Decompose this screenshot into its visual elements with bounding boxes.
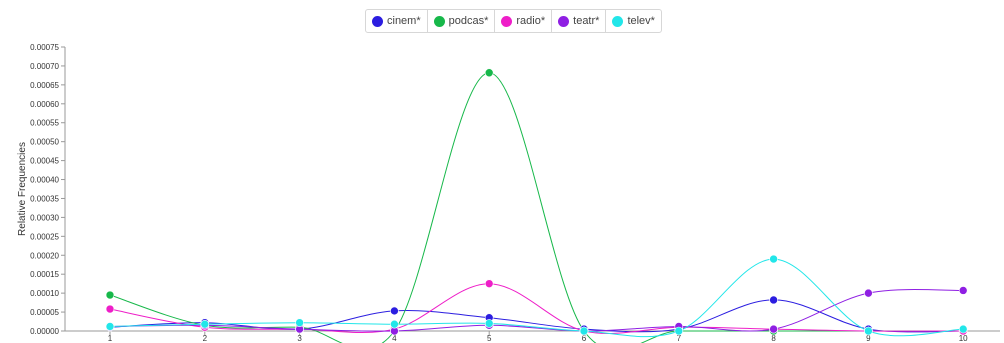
legend-label-teatr: teatr* <box>573 15 600 27</box>
y-axis-label: Relative Frequencies <box>17 142 28 236</box>
y-tick-label: 0.00015 <box>30 270 59 279</box>
y-tick-label: 0.00005 <box>30 308 59 317</box>
x-tick-label: 8 <box>771 334 776 343</box>
data-point-podcas[interactable] <box>105 290 115 300</box>
x-tick-label: 10 <box>959 334 968 343</box>
data-point-telev[interactable] <box>200 319 210 329</box>
data-point-telev[interactable] <box>390 319 399 329</box>
y-tick-label: 0.00070 <box>30 62 59 71</box>
data-point-teatr[interactable] <box>864 288 873 298</box>
data-point-telev[interactable] <box>864 326 873 336</box>
legend-label-podcas: podcas* <box>448 15 489 27</box>
legend-swatch-cinem <box>372 15 383 27</box>
x-tick-label: 3 <box>297 334 302 343</box>
data-point-telev[interactable] <box>105 322 115 331</box>
x-tick-label: 7 <box>677 334 682 343</box>
data-point-teatr[interactable] <box>958 286 968 295</box>
legend-swatch-podcas <box>433 15 445 27</box>
data-point-radio[interactable] <box>484 279 494 288</box>
y-tick-label: 0.00045 <box>30 157 59 166</box>
legend-item-telev[interactable]: telev* <box>606 10 661 32</box>
data-point-telev[interactable] <box>484 319 494 328</box>
y-tick-label: 0.00050 <box>30 138 59 147</box>
x-tick-label: 6 <box>582 334 587 343</box>
data-point-cinem[interactable] <box>390 306 399 316</box>
y-tick-label: 0.00000 <box>30 327 59 336</box>
y-tick-label: 0.00075 <box>30 43 59 52</box>
series-line-podcas <box>109 72 964 343</box>
y-tick-label: 0.00060 <box>30 100 59 109</box>
y-tick-label: 0.00055 <box>30 119 59 128</box>
legend-label-telev: telev* <box>627 15 655 27</box>
legend-item-podcas[interactable]: podcas* <box>428 10 496 32</box>
legend-label-radio: radio* <box>516 15 546 27</box>
y-tick-label: 0.00040 <box>30 176 59 185</box>
legend-item-radio[interactable]: radio* <box>495 10 553 32</box>
points-layer <box>105 68 968 336</box>
data-point-cinem[interactable] <box>769 295 778 305</box>
legend-swatch-telev <box>612 15 624 27</box>
y-tick-label: 0.00035 <box>30 194 59 203</box>
data-point-telev[interactable] <box>579 326 589 336</box>
legend-label-cinem: cinem* <box>387 15 421 27</box>
y-tick-label: 0.00010 <box>30 289 59 298</box>
series-line-teatr <box>109 289 964 332</box>
legend-swatch-radio <box>501 15 513 27</box>
data-point-telev[interactable] <box>958 324 968 334</box>
y-tick-label: 0.00025 <box>30 232 59 241</box>
chart-axes: 0.00000 0.00005 0.00010 0.00015 0.00020 0.000… <box>30 43 1000 343</box>
x-tick-label: 1 <box>108 334 113 343</box>
series-layer <box>109 72 964 343</box>
x-tick-label: 5 <box>487 334 492 343</box>
data-point-telev[interactable] <box>674 326 684 336</box>
x-tick-label: 4 <box>392 334 397 343</box>
data-point-telev[interactable] <box>295 318 304 327</box>
legend-swatch-teatr <box>558 15 570 27</box>
data-point-teatr[interactable] <box>769 324 778 334</box>
chart-legend: cinem* podcas* radio* teatr* telev* <box>365 9 662 33</box>
series-line-radio <box>109 283 964 334</box>
series-line-telev <box>109 258 964 338</box>
y-tick-label: 0.00065 <box>30 81 59 90</box>
x-tick-label: 9 <box>866 334 871 343</box>
data-point-podcas[interactable] <box>484 68 494 78</box>
legend-item-cinem[interactable]: cinem* <box>366 10 428 32</box>
data-point-radio[interactable] <box>105 304 115 314</box>
legend-item-teatr[interactable]: teatr* <box>552 10 607 32</box>
x-tick-label: 2 <box>203 334 208 343</box>
y-tick-label: 0.00030 <box>30 213 59 222</box>
data-point-telev[interactable] <box>769 254 778 264</box>
y-tick-label: 0.00020 <box>30 251 59 260</box>
